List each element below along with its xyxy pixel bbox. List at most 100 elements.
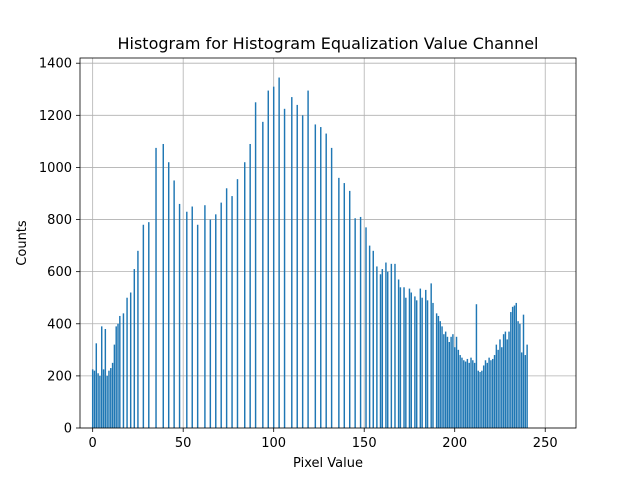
- y-tick-label: 400: [47, 317, 72, 332]
- histogram-bar: [376, 266, 378, 428]
- histogram-bar: [231, 196, 233, 428]
- histogram-bar: [446, 336, 449, 428]
- histogram-bar: [220, 202, 222, 428]
- histogram-bar: [91, 369, 94, 428]
- histogram-bar: [338, 177, 340, 428]
- histogram-bar: [191, 206, 193, 428]
- histogram-bar: [477, 370, 479, 428]
- chart-title: Histogram for Histogram Equalization Val…: [117, 34, 538, 53]
- histogram-bar: [148, 222, 150, 428]
- histogram-bar: [457, 349, 460, 428]
- histogram-bar: [452, 334, 454, 428]
- histogram-bar: [399, 287, 402, 428]
- histogram-bar: [307, 90, 309, 428]
- x-tick-label: 50: [175, 436, 192, 451]
- histogram-bar: [410, 292, 412, 428]
- histogram-bar: [173, 180, 175, 428]
- histogram-bar: [524, 355, 527, 428]
- histogram-bar: [394, 263, 396, 428]
- histogram-bar: [111, 362, 114, 428]
- histogram-bar: [453, 347, 456, 428]
- histogram-bar: [236, 179, 239, 428]
- histogram-bar: [519, 323, 521, 428]
- histogram-bar: [515, 302, 517, 428]
- histogram-bar: [99, 375, 101, 428]
- histogram-bar: [186, 211, 188, 428]
- histogram-bar: [104, 328, 107, 428]
- histogram-bar: [162, 143, 164, 429]
- histogram-bar: [249, 143, 251, 429]
- histogram-bar: [381, 269, 384, 428]
- histogram-bar: [359, 216, 362, 428]
- histogram-bar: [435, 313, 438, 428]
- y-tick-label: 600: [47, 265, 72, 280]
- histogram-bar: [490, 360, 492, 428]
- histogram-bar: [526, 344, 528, 428]
- histogram-bar: [470, 357, 472, 428]
- histogram-bar: [209, 219, 212, 428]
- histogram-bar: [419, 288, 422, 428]
- histogram-bar: [291, 97, 293, 429]
- histogram-bar: [520, 352, 523, 428]
- histogram-bar: [484, 360, 487, 428]
- histogram-bar: [463, 360, 465, 428]
- histogram-bar: [495, 344, 498, 428]
- histogram-bar: [204, 205, 206, 428]
- histogram-bar: [254, 102, 257, 428]
- histogram-bar: [110, 368, 112, 428]
- histogram-bar: [461, 357, 463, 428]
- histogram-bar: [466, 358, 469, 428]
- histogram-bar: [365, 227, 367, 428]
- histogram-bar: [301, 115, 304, 428]
- histogram-bar: [432, 302, 434, 428]
- histogram-bar: [511, 306, 514, 428]
- histogram-bar: [106, 375, 108, 428]
- histogram-bar: [100, 326, 103, 428]
- y-tick-label: 1000: [39, 161, 72, 176]
- histogram-bar: [137, 250, 139, 428]
- histogram-bar: [437, 315, 440, 428]
- histogram-bar: [414, 296, 416, 428]
- histogram-bar: [444, 331, 447, 428]
- histogram-bar: [455, 336, 458, 428]
- x-tick-label: 200: [442, 436, 467, 451]
- histogram-bar: [493, 355, 496, 428]
- histogram-bar: [372, 250, 374, 428]
- histogram-bar: [296, 104, 298, 429]
- histogram-bar: [421, 297, 423, 428]
- x-axis-label: Pixel Value: [293, 456, 363, 471]
- histogram-bar: [330, 147, 333, 429]
- histogram-bar: [482, 365, 485, 428]
- histogram-bar: [325, 133, 327, 428]
- histogram-bar: [320, 127, 322, 429]
- histogram-bar: [504, 331, 507, 428]
- histogram-bar: [426, 300, 429, 428]
- histogram-bar: [244, 162, 246, 429]
- histogram-bar: [475, 304, 478, 428]
- histogram-bar: [196, 224, 199, 428]
- histogram-bar: [397, 279, 400, 428]
- histogram-bar: [129, 292, 132, 428]
- histogram-bar: [95, 343, 98, 428]
- histogram-bar: [508, 331, 510, 428]
- histogram-bar: [464, 361, 467, 428]
- histogram-bar: [479, 371, 481, 428]
- histogram-bar: [343, 183, 346, 428]
- histogram-bar: [215, 214, 217, 428]
- histogram-bar: [348, 190, 351, 428]
- histogram-bar: [119, 315, 121, 428]
- histogram-bar: [115, 326, 117, 428]
- histogram-bar: [225, 188, 228, 428]
- histogram-bar: [450, 336, 452, 428]
- y-tick-label: 1400: [39, 57, 72, 72]
- y-tick-label: 200: [47, 369, 72, 384]
- x-tick-label: 0: [89, 436, 97, 451]
- histogram-bar: [443, 334, 445, 428]
- histogram-bar: [472, 360, 474, 428]
- histogram-bar: [473, 362, 476, 428]
- x-tick-label: 150: [352, 436, 377, 451]
- bars: [91, 77, 528, 429]
- histogram-bar: [390, 263, 393, 428]
- histogram-bar: [93, 370, 96, 428]
